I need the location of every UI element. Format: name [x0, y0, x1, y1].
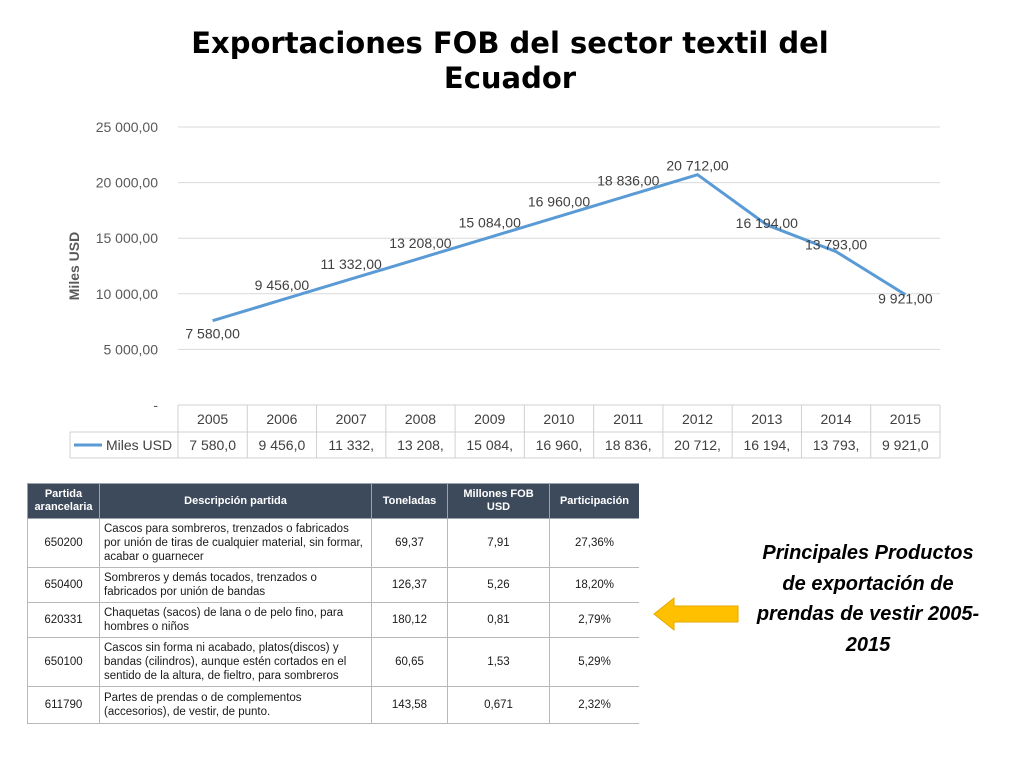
data-label: 18 836,00 — [597, 173, 659, 189]
products-table-header: Partida arancelaria Descripción partida … — [27, 483, 639, 519]
table-value: 7 580,0 — [189, 437, 236, 453]
cell-partida: 650100 — [27, 637, 100, 687]
x-tick-label: 2013 — [751, 411, 782, 427]
data-label: 16 960,00 — [528, 193, 590, 209]
side-caption: Principales Productos de exportación de … — [756, 542, 980, 656]
data-label: 9 456,00 — [255, 277, 310, 293]
cell-descripcion: Cascos sin forma ni acabado, platos(disc… — [99, 637, 372, 687]
x-tick-label: 2014 — [821, 411, 852, 427]
x-tick-label: 2010 — [543, 411, 574, 427]
cell-partida: 620331 — [27, 602, 100, 638]
data-label: 13 208,00 — [389, 235, 451, 251]
cell-participacion: 27,36% — [549, 518, 639, 568]
cell-toneladas: 60,65 — [371, 637, 448, 687]
cell-millones-fob: 1,53 — [447, 637, 550, 687]
cell-toneladas: 143,58 — [371, 686, 448, 724]
x-tick-label: 2008 — [405, 411, 436, 427]
left-arrow-icon — [653, 596, 739, 632]
header-participacion: Participación — [549, 483, 639, 519]
data-label: 20 712,00 — [666, 158, 728, 174]
cell-descripcion: Sombreros y demás tocados, trenzados o f… — [99, 567, 372, 603]
line-chart: - 5 000,00 10 000,00 15 000,00 20 000,00 25 0… — [66, 119, 941, 459]
data-label: 7 580,00 — [185, 326, 240, 342]
header-millones-fob: Millones FOB USD — [447, 483, 550, 519]
cell-participacion: 2,79% — [549, 602, 639, 638]
cell-partida: 650400 — [27, 567, 100, 603]
data-label: 16 194,00 — [736, 215, 798, 231]
table-value: 18 836, — [605, 437, 652, 453]
cell-participacion: 18,20% — [549, 567, 639, 603]
cell-millones-fob: 5,26 — [447, 567, 550, 603]
y-axis-title: Miles USD — [66, 232, 82, 300]
data-label: 15 084,00 — [459, 214, 521, 230]
x-tick-label: 2005 — [197, 411, 228, 427]
cell-toneladas: 180,12 — [371, 602, 448, 638]
table-value: 20 712, — [674, 437, 721, 453]
table-value: 9 456,0 — [259, 437, 306, 453]
table-value: 11 332, — [328, 437, 374, 453]
cell-toneladas: 126,37 — [371, 567, 448, 603]
cell-millones-fob: 0,671 — [447, 686, 550, 724]
cell-millones-fob: 0,81 — [447, 602, 550, 638]
table-value: 13 208, — [397, 437, 444, 453]
cell-participacion: 5,29% — [549, 637, 639, 687]
cell-millones-fob: 7,91 — [447, 518, 550, 568]
x-tick-label: 2009 — [474, 411, 505, 427]
table-row: 620331 Chaquetas (sacos) de lana o de pe… — [27, 602, 639, 638]
data-label: 11 332,00 — [321, 256, 382, 272]
table-value: 13 793, — [813, 437, 860, 453]
header-descripcion: Descripción partida — [99, 483, 372, 519]
table-value: 16 960, — [536, 437, 583, 453]
cell-participacion: 2,32% — [549, 686, 639, 724]
table-row: 650200 Cascos para sombreros, trenzados … — [27, 518, 639, 568]
x-tick-label: 2011 — [613, 411, 643, 427]
series-line — [212, 173, 907, 323]
table-row: 611790 Partes de prendas o de complement… — [27, 686, 639, 724]
x-tick-label: 2015 — [890, 411, 921, 427]
table-value: 9 921,0 — [882, 437, 929, 453]
cell-descripcion: Cascos para sombreros, trenzados o fabri… — [99, 518, 372, 568]
table-row: 650100 Cascos sin forma ni acabado, plat… — [27, 637, 639, 687]
y-tick-label: 15 000,00 — [96, 230, 158, 246]
cell-partida: 611790 — [27, 686, 100, 724]
legend-label: Miles USD — [106, 437, 172, 453]
cell-toneladas: 69,37 — [371, 518, 448, 568]
x-tick-label: 2012 — [682, 411, 713, 427]
table-value: 16 194, — [743, 437, 790, 453]
products-table-container: Partida arancelaria Descripción partida … — [27, 483, 639, 727]
x-tick-label: 2007 — [336, 411, 367, 427]
table-row: 650400 Sombreros y demás tocados, trenza… — [27, 567, 639, 603]
x-tick-label: 2006 — [266, 411, 297, 427]
cell-descripcion: Chaquetas (sacos) de lana o de pelo fino… — [99, 602, 372, 638]
cell-descripcion: Partes de prendas o de complementos (acc… — [99, 686, 372, 724]
header-partida: Partida arancelaria — [27, 483, 100, 519]
y-tick-label: 25 000,00 — [96, 119, 158, 135]
data-label: 9 921,00 — [878, 291, 933, 307]
y-tick-label: - — [153, 397, 158, 413]
y-tick-label: 5 000,00 — [104, 341, 159, 357]
y-tick-label: 20 000,00 — [96, 175, 158, 191]
data-label: 13 793,00 — [805, 237, 867, 253]
products-table: Partida arancelaria Descripción partida … — [27, 483, 639, 724]
header-toneladas: Toneladas — [371, 483, 448, 519]
table-value: 15 084, — [466, 437, 513, 453]
cell-partida: 650200 — [27, 518, 100, 568]
slide-title: Exportaciones FOB del sector textil del … — [191, 26, 829, 95]
y-tick-label: 10 000,00 — [96, 286, 158, 302]
